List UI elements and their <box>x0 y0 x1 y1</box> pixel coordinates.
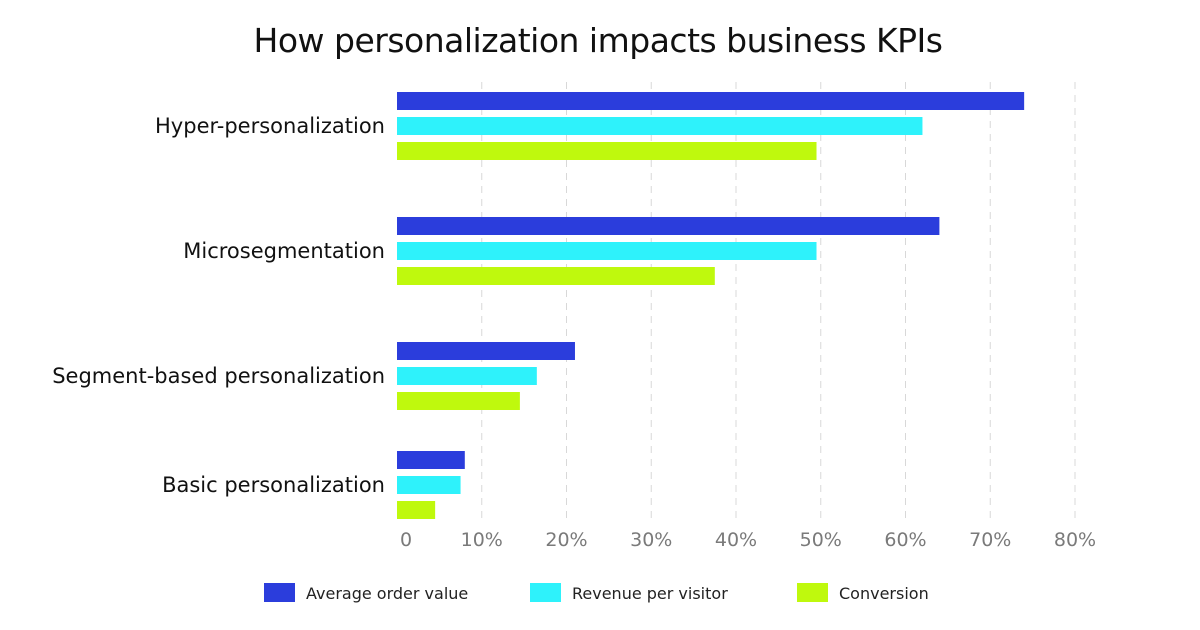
legend-swatch <box>530 583 561 602</box>
x-tick-label: 80% <box>1054 529 1096 551</box>
x-tick-label: 30% <box>630 529 672 551</box>
x-tick-label: 70% <box>969 529 1011 551</box>
bar-2-2 <box>397 392 520 410</box>
legend-label: Revenue per visitor <box>572 584 728 603</box>
x-tick-label: 20% <box>545 529 587 551</box>
x-axis-tick-labels: 0 10% 20% 30% 40% 50% 60% 70% 80% <box>400 529 1096 551</box>
bar-3-1 <box>397 476 461 494</box>
bar-0-0 <box>397 92 1025 110</box>
x-tick-label: 50% <box>800 529 842 551</box>
x-tick-label: 0 <box>400 529 412 551</box>
category-label: Microsegmentation <box>183 239 385 263</box>
bar-1-2 <box>397 267 715 285</box>
bar-0-2 <box>397 142 817 160</box>
bars <box>397 92 1025 519</box>
chart-title: How personalization impacts business KPI… <box>254 21 943 60</box>
bar-1-0 <box>397 217 940 235</box>
legend-label: Conversion <box>839 584 929 603</box>
bar-0-1 <box>397 117 923 135</box>
bar-2-0 <box>397 342 575 360</box>
category-label: Segment-based personalization <box>52 364 385 388</box>
x-tick-label: 10% <box>461 529 503 551</box>
legend-swatch <box>264 583 295 602</box>
bar-1-1 <box>397 242 817 260</box>
category-label: Hyper-personalization <box>155 114 385 138</box>
x-tick-label: 40% <box>715 529 757 551</box>
category-label: Basic personalization <box>162 473 385 497</box>
bar-3-0 <box>397 451 465 469</box>
legend-swatch <box>797 583 828 602</box>
x-tick-label: 60% <box>884 529 926 551</box>
bar-3-2 <box>397 501 436 519</box>
category-labels: Hyper-personalization Microsegmentation Se… <box>52 114 385 497</box>
bar-2-1 <box>397 367 537 385</box>
legend: Average order value Revenue per visitor Co… <box>264 583 929 603</box>
legend-label: Average order value <box>306 584 468 603</box>
